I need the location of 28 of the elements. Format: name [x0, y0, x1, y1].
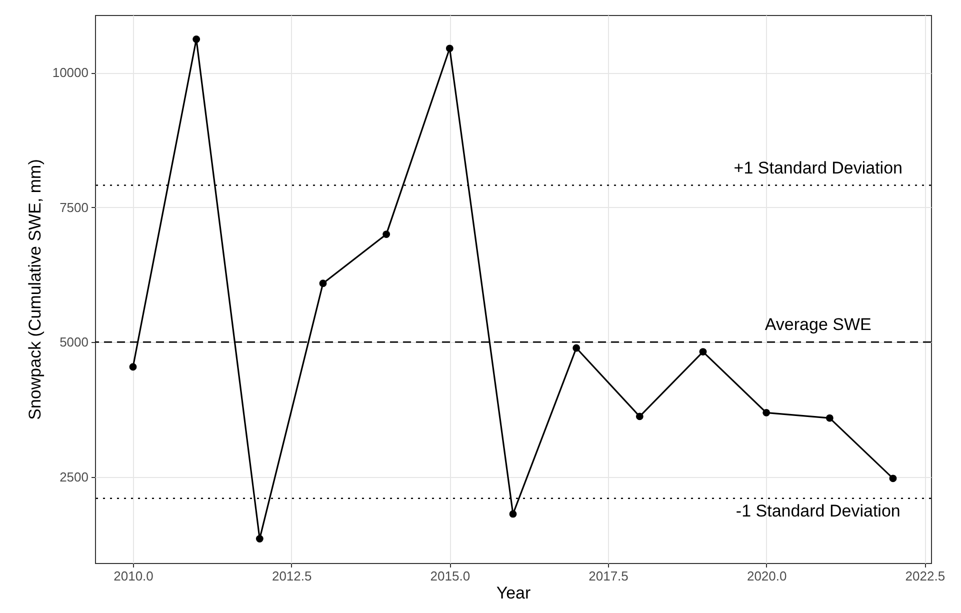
ref-line-label: Average SWE: [764, 315, 872, 334]
x-tick-label: 2022.5: [905, 568, 946, 584]
point: [636, 412, 644, 420]
x-tick-label: 2010.0: [114, 568, 154, 584]
point: [572, 344, 580, 352]
ref-line-label: -1 Standard Deviation: [736, 501, 900, 520]
point: [129, 363, 137, 371]
point: [509, 510, 517, 518]
x-tick-label: 2020.0: [746, 568, 787, 584]
point: [382, 230, 390, 238]
point: [826, 414, 834, 422]
point: [319, 280, 327, 288]
x-tick-label: 2015.0: [430, 568, 470, 584]
x-axis-title: Year: [496, 584, 532, 602]
x-tick-label: 2017.5: [588, 568, 628, 584]
y-tick-label: 5000: [60, 334, 88, 350]
y-tick-label: 2500: [60, 469, 88, 484]
y-tick-label: 7500: [60, 200, 88, 215]
point: [256, 535, 264, 542]
point: [889, 474, 897, 482]
x-tick-label: 2012.5: [272, 568, 312, 584]
y-tick-label: 10000: [52, 65, 88, 80]
point: [699, 348, 707, 356]
ref-line-label: +1 Standard Deviation: [734, 158, 902, 178]
y-axis-title: Snowpack (Cumulative SWE, mm): [25, 159, 44, 420]
point: [762, 408, 770, 416]
point: [446, 44, 454, 52]
point: [192, 36, 200, 43]
